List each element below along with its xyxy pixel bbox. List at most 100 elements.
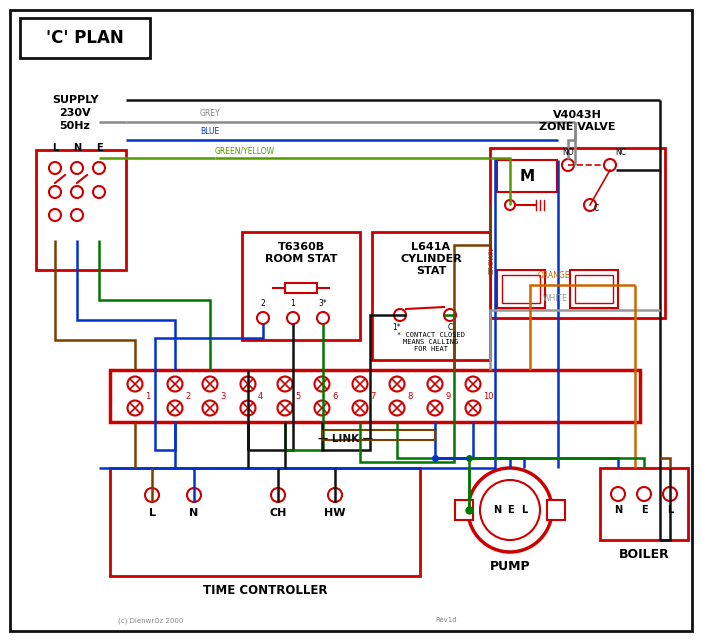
Text: L: L (521, 505, 527, 515)
Circle shape (480, 480, 540, 540)
Text: C: C (594, 203, 600, 213)
Text: N: N (190, 508, 199, 518)
Circle shape (257, 312, 269, 324)
Text: 10: 10 (483, 392, 494, 401)
Text: STAT: STAT (416, 266, 446, 276)
Text: ROOM STAT: ROOM STAT (265, 254, 337, 264)
Circle shape (317, 312, 329, 324)
Circle shape (287, 312, 299, 324)
Circle shape (465, 401, 480, 415)
Circle shape (562, 159, 574, 171)
Circle shape (465, 376, 480, 392)
Text: 3*: 3* (319, 299, 327, 308)
Circle shape (277, 401, 293, 415)
Text: TIME CONTROLLER: TIME CONTROLLER (203, 584, 327, 597)
Text: E: E (95, 143, 102, 153)
Text: GREEN/YELLOW: GREEN/YELLOW (215, 146, 275, 155)
Bar (20, 18, 150, 58)
Circle shape (390, 376, 404, 392)
Bar (242, 232, 360, 340)
Text: ZONE VALVE: ZONE VALVE (538, 122, 615, 132)
Text: 50Hz: 50Hz (60, 121, 91, 131)
Text: NC: NC (615, 148, 626, 157)
Bar (110, 370, 640, 422)
Circle shape (71, 209, 83, 221)
Bar (36, 150, 126, 270)
Circle shape (168, 376, 183, 392)
Circle shape (168, 401, 183, 415)
Text: (c) DienwrOz 2000: (c) DienwrOz 2000 (118, 617, 183, 624)
Text: CYLINDER: CYLINDER (400, 254, 462, 264)
Text: M: M (519, 169, 534, 183)
Circle shape (49, 186, 61, 198)
Text: 'C' PLAN: 'C' PLAN (46, 29, 124, 47)
Text: N: N (614, 505, 622, 515)
Circle shape (444, 309, 456, 321)
Text: 8: 8 (407, 392, 412, 401)
Bar (575, 275, 613, 303)
Text: BROWN: BROWN (488, 247, 494, 274)
Circle shape (49, 162, 61, 174)
Bar (110, 468, 420, 576)
Circle shape (584, 199, 596, 211)
Text: 2: 2 (185, 392, 190, 401)
Circle shape (428, 401, 442, 415)
Circle shape (241, 376, 256, 392)
Circle shape (128, 401, 143, 415)
Text: NO: NO (562, 148, 574, 157)
Circle shape (611, 487, 625, 501)
Bar (502, 275, 540, 303)
Bar (497, 270, 545, 308)
Text: 230V: 230V (59, 108, 91, 118)
Circle shape (202, 376, 218, 392)
Text: C: C (447, 323, 453, 332)
Circle shape (202, 401, 218, 415)
Text: 4: 4 (258, 392, 263, 401)
Text: 3: 3 (220, 392, 225, 401)
Text: V4043H: V4043H (552, 110, 602, 120)
Circle shape (71, 162, 83, 174)
Circle shape (394, 309, 406, 321)
Text: 7: 7 (370, 392, 376, 401)
Text: * CONTACT CLOSED
MEANS CALLING
FOR HEAT: * CONTACT CLOSED MEANS CALLING FOR HEAT (397, 332, 465, 352)
Text: CH: CH (270, 508, 286, 518)
Bar (490, 148, 665, 318)
Bar (570, 270, 618, 308)
Text: L: L (149, 508, 156, 518)
Text: 1: 1 (145, 392, 150, 401)
Text: N: N (73, 143, 81, 153)
Text: L: L (52, 143, 58, 153)
Text: GREY: GREY (200, 109, 220, 118)
Text: Rev1d: Rev1d (435, 617, 456, 623)
Text: 5: 5 (295, 392, 300, 401)
Bar (600, 468, 688, 540)
Circle shape (352, 401, 368, 415)
Text: ORANGE: ORANGE (538, 271, 571, 280)
Text: N: N (493, 505, 501, 515)
Circle shape (637, 487, 651, 501)
Circle shape (352, 376, 368, 392)
Bar (285, 283, 317, 293)
Text: 2: 2 (260, 299, 265, 308)
Text: 6: 6 (332, 392, 338, 401)
Text: L: L (667, 505, 673, 515)
Bar (547, 500, 565, 520)
Circle shape (604, 159, 616, 171)
Text: HW: HW (324, 508, 346, 518)
Text: WHITE: WHITE (543, 294, 568, 303)
Bar (497, 160, 557, 192)
Text: 1*: 1* (392, 323, 402, 332)
Circle shape (314, 376, 329, 392)
Circle shape (428, 376, 442, 392)
Circle shape (241, 401, 256, 415)
Text: L641A: L641A (411, 242, 451, 252)
Circle shape (49, 209, 61, 221)
Text: 9: 9 (445, 392, 450, 401)
Circle shape (468, 468, 552, 552)
Circle shape (505, 200, 515, 210)
Circle shape (271, 488, 285, 502)
Circle shape (328, 488, 342, 502)
Bar (455, 500, 473, 520)
Text: E: E (507, 505, 513, 515)
Bar (372, 232, 490, 360)
